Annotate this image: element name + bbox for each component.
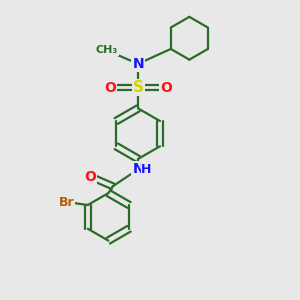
Text: CH₃: CH₃ <box>96 45 118 56</box>
Text: O: O <box>85 170 97 184</box>
Text: O: O <box>160 81 172 94</box>
Text: Br: Br <box>58 196 74 208</box>
Text: S: S <box>133 80 144 95</box>
Text: N: N <box>132 162 144 176</box>
Text: N: N <box>132 57 144 71</box>
Text: H: H <box>141 163 152 176</box>
Text: O: O <box>104 81 116 94</box>
